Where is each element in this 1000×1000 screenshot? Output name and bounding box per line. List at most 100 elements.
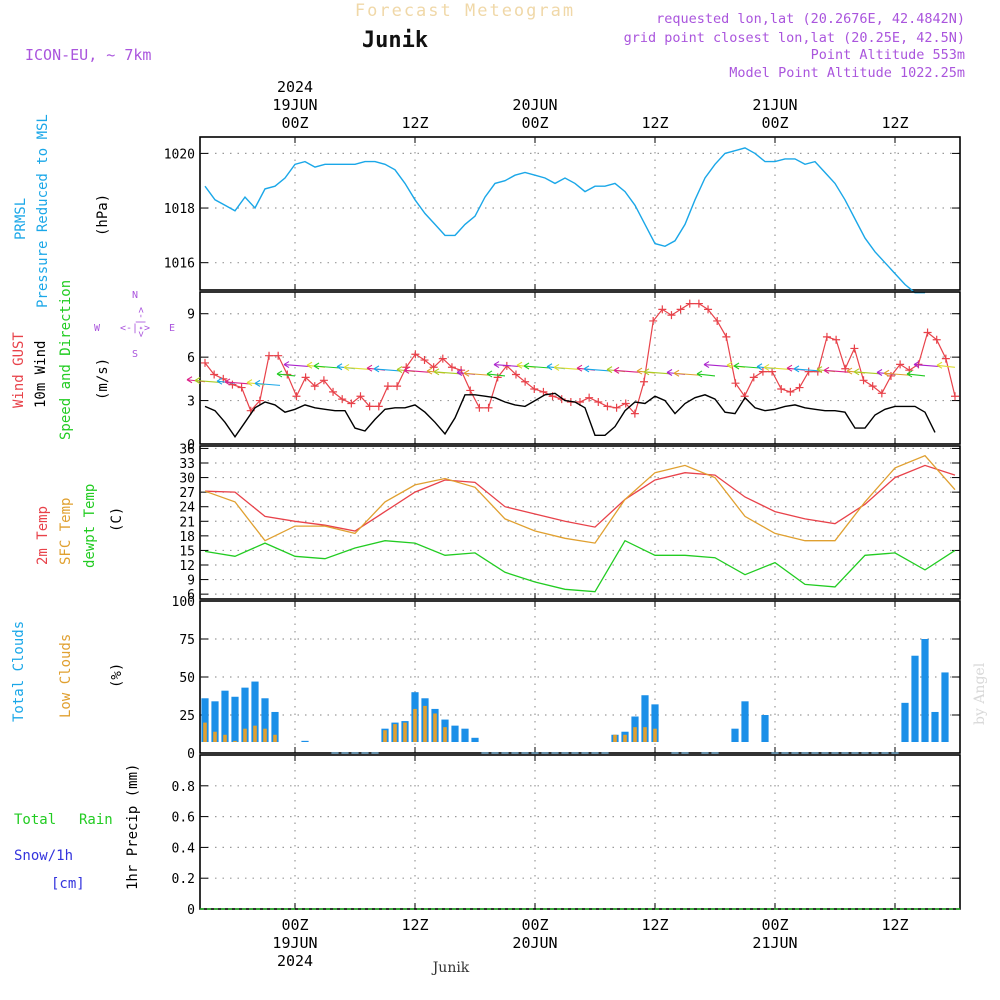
precip-frame — [199, 754, 961, 910]
wind-arrow — [583, 365, 611, 373]
grid-point-coords: grid point closest lon,lat (20.25E, 42.5… — [624, 30, 965, 46]
gust-point — [420, 356, 429, 365]
gust-point — [868, 382, 877, 391]
compass-icon: N <-|-> S W <-|-> E — [94, 290, 175, 360]
wind-arrow — [313, 362, 341, 370]
cloud-panel: 0 25 50 75 100 — [172, 595, 961, 762]
total-cloud-bar — [261, 698, 269, 742]
pressure-units: (hPa) — [95, 194, 111, 236]
precip-ytick-label: 0.8 — [172, 780, 195, 795]
compass-south: S — [132, 349, 138, 360]
top-tick-date: 20JUN — [512, 96, 557, 114]
gust-point — [274, 351, 283, 360]
temp-ytick-label: 18 — [179, 530, 195, 545]
temp-ytick-label: 33 — [179, 457, 195, 472]
precip-ytick-label: 0 — [187, 903, 195, 918]
gust-point — [786, 387, 795, 396]
gust-point — [832, 335, 841, 344]
wind-arrow — [493, 361, 521, 369]
gust-point — [768, 367, 777, 376]
model-altitude: Model Point Altitude 1022.25m — [729, 65, 965, 81]
wind-arrow — [733, 362, 761, 370]
low-cloud-bar — [383, 730, 387, 742]
gust-point — [658, 305, 667, 314]
wind-arrow — [254, 379, 281, 387]
gust-point — [356, 392, 365, 401]
low-cloud-bar — [223, 734, 227, 742]
wind-arrow — [433, 368, 461, 376]
gust-point — [896, 360, 905, 369]
total-cloud-bar — [301, 740, 309, 742]
sfc-temp-line — [204, 454, 956, 544]
gust-point — [466, 386, 475, 395]
pressure-panel: 1016 1018 1020 — [164, 136, 961, 294]
low-cloud-bar — [413, 708, 417, 742]
cloud-ytick-label: 50 — [179, 671, 195, 686]
temp-ytick-label: 15 — [179, 544, 195, 559]
wind-arrow — [883, 369, 911, 377]
gust-point — [539, 387, 548, 396]
gust-point — [557, 395, 566, 404]
wind-arrow — [523, 362, 551, 370]
gust-point — [713, 316, 722, 325]
temp-ytick-label: 6 — [187, 588, 195, 603]
top-tick-label: 00Z — [521, 114, 548, 132]
t2m-label: 2m Temp — [35, 506, 51, 565]
wind10-line — [204, 392, 936, 439]
total-cloud-bar — [921, 639, 929, 742]
cloud-ytick-label: 0 — [187, 747, 195, 762]
dewpt-line — [204, 539, 956, 593]
wind-arrow — [703, 361, 731, 369]
precip-ytick-label: 0.6 — [172, 811, 195, 826]
gust-point — [722, 332, 731, 341]
gust-point — [374, 402, 383, 411]
pressure-line — [204, 147, 925, 294]
gust-point — [594, 398, 603, 407]
gust-point — [310, 382, 319, 391]
low-cloud-bar — [403, 722, 407, 742]
total-cloud-bar — [911, 655, 919, 742]
gust-point — [585, 393, 594, 402]
compass-horizontal: <-|-> — [120, 323, 150, 334]
wind-arrow — [224, 378, 251, 386]
total-cloud-bar — [641, 695, 649, 742]
precip-units: 1hr Precip (mm) — [125, 764, 141, 890]
gust-point — [365, 402, 374, 411]
total-cloud-bar — [761, 715, 769, 742]
low-cloud-bar — [433, 713, 437, 742]
total-clouds-label: Total Clouds — [11, 621, 27, 722]
gust-point — [841, 364, 850, 373]
total-cloud-bar — [941, 672, 949, 742]
wind-gust-label: Wind GUST — [11, 332, 27, 408]
gust-point — [795, 383, 804, 392]
gust-point — [255, 396, 264, 405]
temp-ytick-label: 30 — [179, 472, 195, 487]
gust-point — [685, 299, 694, 308]
bottom-tick-label: 12Z — [641, 916, 668, 934]
top-tick-label: 12Z — [881, 114, 908, 132]
wind-arrow — [553, 363, 581, 371]
wind-arrow — [696, 370, 716, 378]
wind-ytick-label: 9 — [187, 308, 195, 323]
total-cloud-bar — [251, 681, 259, 742]
gust-point — [265, 351, 274, 360]
gust-point — [923, 328, 932, 337]
gust-point — [411, 350, 420, 359]
wind-arrow — [853, 368, 881, 376]
wind-arrow — [283, 361, 311, 369]
gust-point — [329, 387, 338, 396]
bottom-tick-label: 12Z — [881, 916, 908, 934]
wind-arrow — [643, 368, 671, 376]
gust-point — [630, 409, 639, 418]
wind-ytick-label: 6 — [187, 351, 195, 366]
gust-point — [429, 363, 438, 372]
precip-panel: 0 0.2 0.4 0.6 0.8 — [172, 754, 961, 918]
top-tick-label: 00Z — [281, 114, 308, 132]
bottom-tick-label: 00Z — [281, 916, 308, 934]
gust-point — [393, 382, 402, 391]
pressure-ytick-label: 1018 — [164, 202, 195, 217]
low-cloud-bar — [213, 731, 217, 742]
